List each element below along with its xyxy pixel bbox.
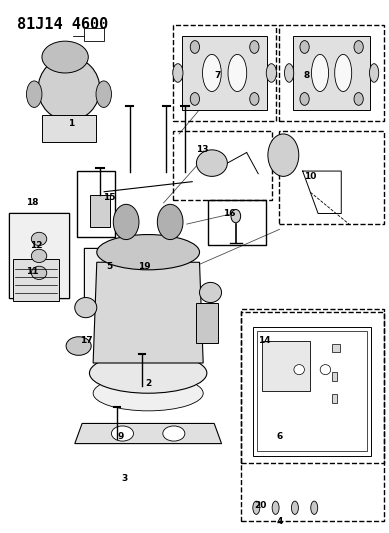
- Text: 2: 2: [145, 378, 151, 387]
- Circle shape: [157, 204, 183, 240]
- Text: 16: 16: [223, 209, 235, 218]
- Ellipse shape: [163, 426, 185, 441]
- Bar: [263, 341, 310, 391]
- Bar: [293, 36, 370, 110]
- Text: 12: 12: [30, 241, 42, 250]
- Circle shape: [190, 93, 200, 106]
- Polygon shape: [75, 423, 222, 443]
- Bar: [9, 214, 69, 298]
- Bar: [9, 214, 69, 298]
- Ellipse shape: [32, 266, 47, 279]
- Bar: [253, 327, 371, 456]
- Bar: [257, 331, 368, 451]
- Text: 13: 13: [196, 146, 209, 155]
- Ellipse shape: [311, 501, 318, 514]
- Bar: [90, 195, 110, 227]
- Text: 11: 11: [26, 268, 39, 276]
- Circle shape: [300, 41, 309, 53]
- Bar: [279, 25, 384, 120]
- Bar: [173, 25, 276, 120]
- Text: 18: 18: [26, 198, 39, 207]
- Circle shape: [354, 41, 363, 53]
- Text: 1: 1: [68, 119, 74, 128]
- Bar: [332, 344, 340, 352]
- Ellipse shape: [266, 63, 277, 82]
- Text: 4: 4: [276, 516, 283, 526]
- Bar: [77, 171, 115, 237]
- Ellipse shape: [75, 297, 97, 318]
- Circle shape: [190, 41, 200, 53]
- Text: 20: 20: [254, 500, 266, 510]
- Circle shape: [250, 41, 259, 53]
- Text: 15: 15: [103, 193, 116, 202]
- Text: 7: 7: [214, 71, 221, 80]
- Circle shape: [300, 93, 309, 106]
- Ellipse shape: [89, 353, 207, 393]
- Bar: [208, 200, 266, 245]
- Ellipse shape: [253, 501, 260, 514]
- Ellipse shape: [32, 232, 47, 246]
- Ellipse shape: [66, 337, 91, 356]
- Ellipse shape: [294, 365, 305, 375]
- Ellipse shape: [231, 209, 241, 223]
- Ellipse shape: [312, 54, 329, 92]
- Bar: [241, 312, 384, 521]
- Bar: [182, 36, 267, 110]
- Ellipse shape: [38, 57, 100, 120]
- Ellipse shape: [93, 376, 203, 411]
- Ellipse shape: [291, 501, 298, 514]
- Circle shape: [268, 134, 299, 176]
- Text: 10: 10: [304, 172, 317, 181]
- Bar: [173, 131, 272, 200]
- Ellipse shape: [196, 150, 227, 176]
- Bar: [84, 28, 104, 41]
- Text: 8: 8: [303, 71, 310, 80]
- Text: 9: 9: [118, 432, 124, 441]
- Ellipse shape: [32, 249, 47, 263]
- Text: 3: 3: [122, 474, 128, 483]
- Polygon shape: [93, 262, 203, 363]
- Bar: [332, 373, 337, 381]
- Circle shape: [354, 93, 363, 106]
- Text: 17: 17: [80, 336, 93, 345]
- Text: 19: 19: [138, 262, 151, 271]
- Ellipse shape: [320, 365, 331, 375]
- Bar: [279, 131, 384, 224]
- Ellipse shape: [335, 54, 352, 92]
- Text: 6: 6: [276, 432, 282, 441]
- Text: 81J14 4600: 81J14 4600: [17, 17, 108, 33]
- Ellipse shape: [370, 63, 379, 82]
- Ellipse shape: [200, 282, 222, 303]
- Ellipse shape: [173, 63, 183, 82]
- Circle shape: [250, 93, 259, 106]
- Bar: [84, 248, 123, 304]
- Bar: [84, 248, 123, 304]
- Ellipse shape: [284, 63, 294, 82]
- Ellipse shape: [228, 54, 247, 92]
- Ellipse shape: [26, 81, 42, 108]
- Ellipse shape: [112, 426, 133, 441]
- Ellipse shape: [96, 81, 112, 108]
- Bar: [241, 309, 384, 463]
- Bar: [13, 259, 59, 301]
- Ellipse shape: [203, 54, 221, 92]
- Bar: [42, 115, 96, 142]
- Circle shape: [113, 204, 139, 240]
- Bar: [332, 394, 337, 402]
- Text: 14: 14: [258, 336, 270, 345]
- Ellipse shape: [272, 501, 279, 514]
- Bar: [196, 303, 218, 343]
- Ellipse shape: [97, 235, 200, 270]
- Ellipse shape: [42, 41, 88, 73]
- Text: 5: 5: [107, 262, 113, 271]
